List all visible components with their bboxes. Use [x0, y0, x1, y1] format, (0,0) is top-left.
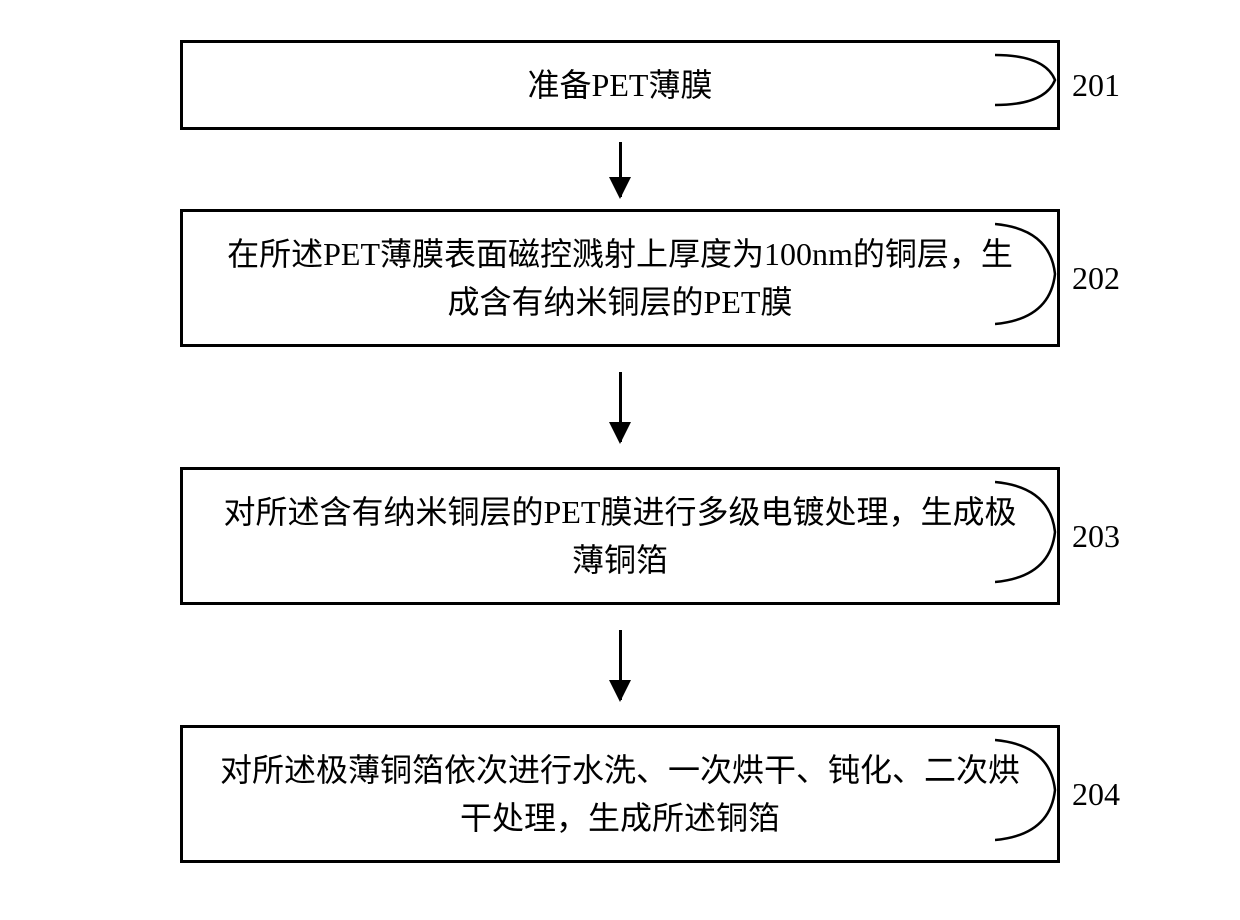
step-box-202: 在所述PET薄膜表面磁控溅射上厚度为100nm的铜层，生成含有纳米铜层的PET膜 [180, 209, 1060, 347]
step-text: 对所述含有纳米铜层的PET膜进行多级电镀处理，生成极薄铜箔 [213, 488, 1027, 584]
step-label-203: 203 [1072, 518, 1120, 555]
step-box-203: 对所述含有纳米铜层的PET膜进行多级电镀处理，生成极薄铜箔 [180, 467, 1060, 605]
step-box-201: 准备PET薄膜 [180, 40, 1060, 130]
step-label-202: 202 [1072, 260, 1120, 297]
step-row-201: 准备PET薄膜 201 [60, 40, 1180, 130]
curve-connector-icon [995, 50, 1065, 110]
step-row-202: 在所述PET薄膜表面磁控溅射上厚度为100nm的铜层，生成含有纳米铜层的PET膜… [60, 209, 1180, 347]
step-text: 对所述极薄铜箔依次进行水洗、一次烘干、钝化、二次烘干处理，生成所述铜箔 [213, 746, 1027, 842]
arrow-down-icon [619, 630, 622, 700]
arrow-container [180, 130, 1060, 209]
step-label-201: 201 [1072, 67, 1120, 104]
flowchart-container: 准备PET薄膜 201 在所述PET薄膜表面磁控溅射上厚度为100nm的铜层，生… [60, 40, 1180, 863]
curve-connector-icon [995, 735, 1065, 845]
step-label-204: 204 [1072, 776, 1120, 813]
arrow-container [180, 605, 1060, 725]
arrow-down-icon [619, 372, 622, 442]
step-row-204: 对所述极薄铜箔依次进行水洗、一次烘干、钝化、二次烘干处理，生成所述铜箔 204 [60, 725, 1180, 863]
arrow-container [180, 347, 1060, 467]
step-row-203: 对所述含有纳米铜层的PET膜进行多级电镀处理，生成极薄铜箔 203 [60, 467, 1180, 605]
step-box-204: 对所述极薄铜箔依次进行水洗、一次烘干、钝化、二次烘干处理，生成所述铜箔 [180, 725, 1060, 863]
arrow-down-icon [619, 142, 622, 197]
curve-connector-icon [995, 477, 1065, 587]
curve-connector-icon [995, 219, 1065, 329]
step-text: 在所述PET薄膜表面磁控溅射上厚度为100nm的铜层，生成含有纳米铜层的PET膜 [213, 230, 1027, 326]
step-text: 准备PET薄膜 [528, 61, 713, 109]
